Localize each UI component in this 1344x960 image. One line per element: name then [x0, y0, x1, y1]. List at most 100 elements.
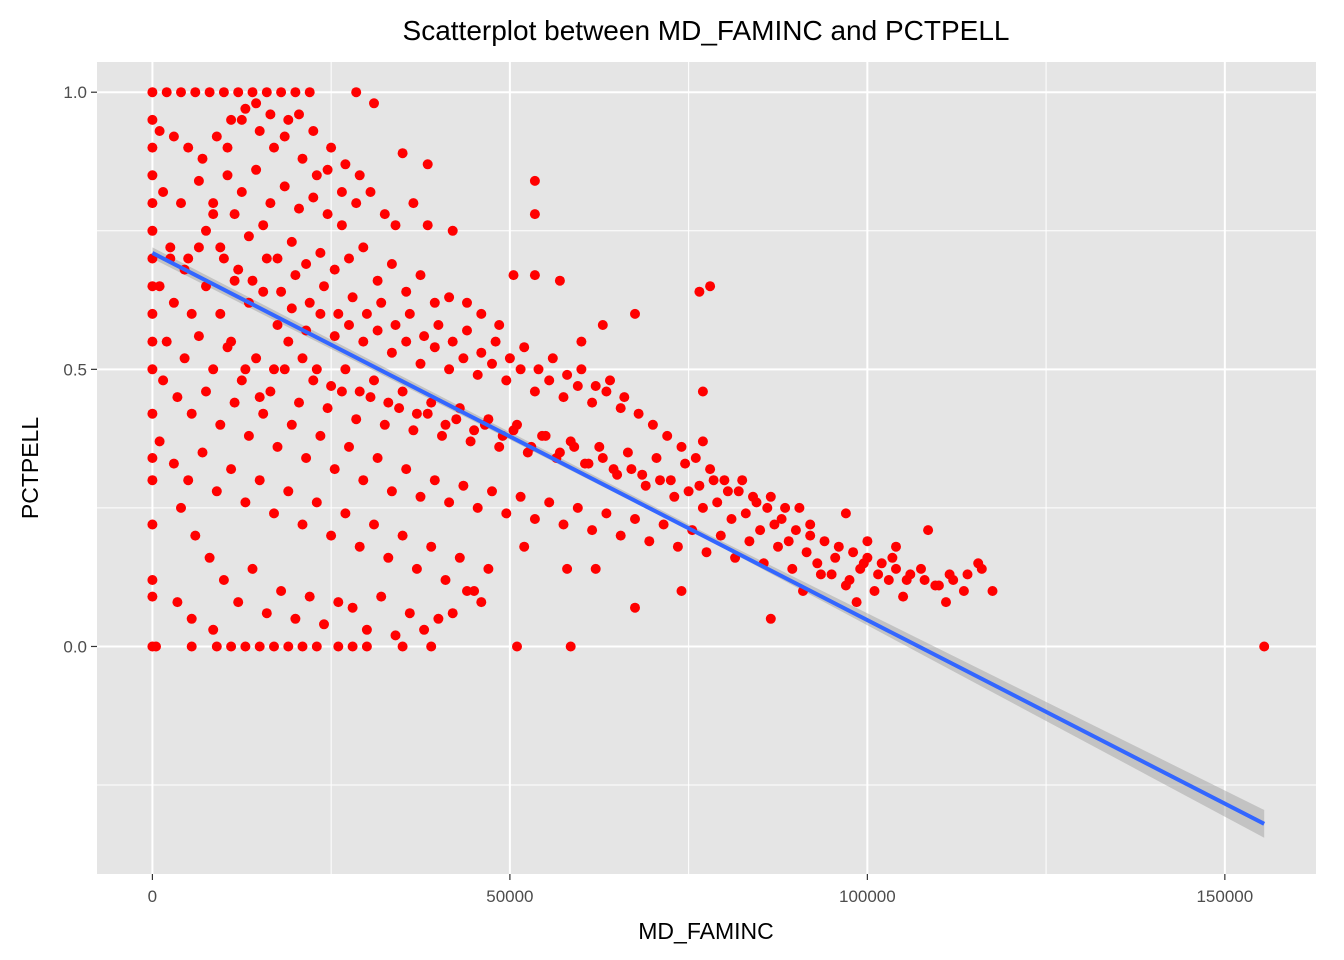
data-point — [626, 464, 637, 475]
data-point — [326, 381, 337, 391]
data-point — [933, 580, 944, 591]
data-point — [193, 175, 204, 186]
data-point — [376, 297, 387, 308]
data-point — [744, 536, 755, 547]
data-point — [819, 536, 830, 547]
data-point — [501, 508, 512, 519]
data-point — [569, 441, 580, 452]
data-point — [544, 375, 555, 386]
data-point — [279, 131, 290, 142]
data-point — [419, 331, 430, 342]
data-point — [594, 441, 605, 452]
data-point — [261, 87, 272, 98]
data-point — [447, 608, 458, 619]
data-point — [333, 597, 344, 608]
data-point — [515, 491, 526, 502]
data-point — [354, 541, 365, 552]
data-point — [326, 142, 337, 153]
data-point — [265, 109, 276, 120]
data-point — [147, 87, 158, 98]
data-point — [401, 336, 412, 347]
data-point — [987, 586, 998, 596]
data-point — [315, 308, 326, 319]
data-point — [705, 464, 716, 475]
data-point — [369, 519, 379, 530]
data-point — [712, 497, 723, 508]
data-point — [315, 430, 326, 441]
data-point — [254, 475, 265, 486]
data-point — [558, 519, 569, 530]
data-point — [469, 425, 480, 436]
data-point — [347, 292, 358, 303]
data-point — [683, 486, 694, 497]
data-point — [787, 563, 798, 574]
data-point — [794, 502, 805, 513]
data-point — [240, 364, 251, 375]
data-point — [558, 392, 569, 403]
data-point — [898, 591, 909, 602]
data-point — [512, 641, 522, 652]
data-point — [365, 187, 376, 197]
data-point — [354, 170, 365, 181]
data-point — [276, 87, 287, 98]
data-point — [630, 514, 640, 524]
data-point — [315, 247, 326, 258]
data-point — [326, 530, 337, 541]
data-point — [790, 525, 801, 536]
data-point — [161, 336, 172, 347]
data-point — [862, 552, 873, 563]
data-point — [154, 436, 165, 447]
data-point — [147, 475, 158, 486]
data-point — [390, 320, 401, 330]
data-point — [276, 586, 287, 596]
data-point — [243, 231, 254, 242]
data-point — [397, 641, 408, 652]
data-point — [322, 403, 333, 414]
data-point — [197, 447, 208, 458]
data-point — [254, 126, 265, 136]
data-point — [236, 375, 247, 386]
data-point — [351, 198, 362, 209]
data-point — [147, 575, 158, 585]
data-point — [351, 414, 362, 425]
data-point — [211, 641, 222, 652]
data-point — [186, 408, 197, 419]
data-point — [891, 563, 901, 574]
data-point — [176, 198, 186, 209]
data-point — [680, 458, 691, 469]
data-point — [186, 308, 197, 319]
data-point — [773, 541, 783, 552]
data-point — [941, 597, 951, 608]
data-point — [433, 320, 444, 330]
data-point — [447, 225, 458, 236]
data-point — [147, 225, 158, 236]
data-point — [354, 386, 365, 397]
data-point — [329, 464, 340, 475]
data-point — [311, 170, 322, 181]
data-point — [147, 114, 158, 125]
data-point — [851, 597, 862, 608]
data-point — [676, 441, 687, 452]
data-point — [826, 569, 837, 580]
data-point — [454, 552, 465, 563]
data-point — [211, 131, 222, 142]
data-point — [411, 563, 422, 574]
data-point — [183, 142, 194, 153]
data-point — [433, 613, 444, 624]
data-point — [504, 353, 515, 364]
data-point — [294, 397, 304, 408]
data-point — [304, 297, 315, 308]
data-point — [597, 320, 608, 330]
data-point — [211, 486, 222, 497]
data-point — [151, 641, 161, 652]
data-point — [301, 453, 312, 463]
data-point — [386, 486, 397, 497]
data-point — [630, 308, 640, 319]
x-tick-label: 100000 — [839, 887, 896, 906]
data-point — [705, 281, 716, 292]
data-point — [462, 586, 472, 596]
data-point — [476, 308, 487, 319]
data-point — [862, 536, 873, 547]
data-point — [612, 469, 623, 480]
data-point — [512, 419, 522, 430]
